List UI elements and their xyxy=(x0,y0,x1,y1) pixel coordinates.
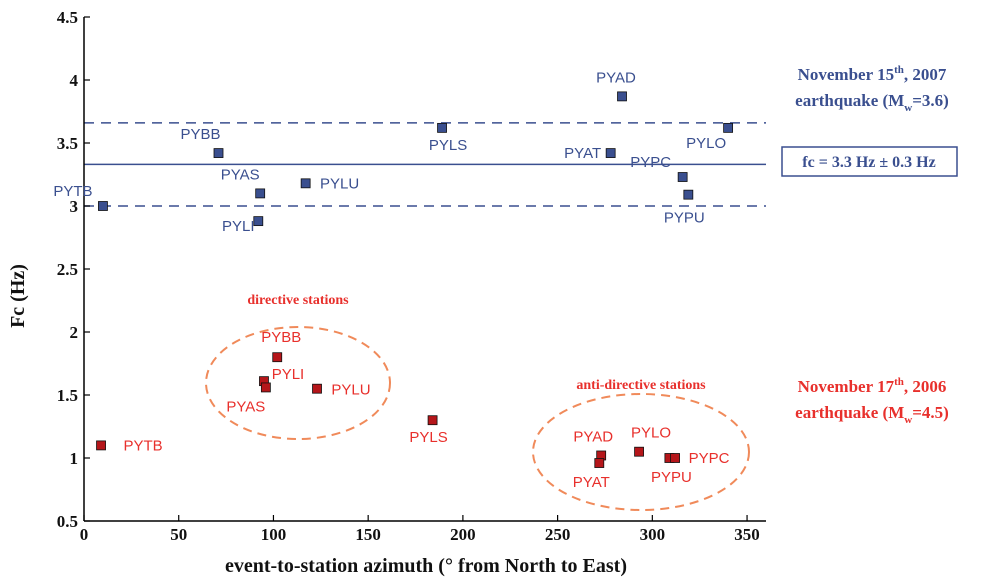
data-point-pyls-2007 xyxy=(437,122,447,133)
y-tick-label: 1 xyxy=(70,449,79,468)
station-label-pylo: PYLO xyxy=(631,425,671,442)
station-label-pyls: PYLS xyxy=(409,429,447,446)
y-tick-label: 2 xyxy=(70,323,79,342)
data-point-pypc-2007 xyxy=(677,172,688,182)
station-label-pybb: PYBB xyxy=(261,329,301,346)
y-tick-label: 4.5 xyxy=(57,8,78,27)
antidirective-ellipse xyxy=(532,393,750,511)
station-label-pyas: PYAS xyxy=(221,166,260,183)
data-points: PYTB PYBB PYAS PYLI PYLU PYLS PYAD PYAT PYPC PYPU… xyxy=(53,69,734,491)
legend-2006-line2: earthquake (Mw=4.5) xyxy=(795,403,949,426)
station-label-pylu: PYLU xyxy=(331,382,370,399)
station-label-pytb: PYTB xyxy=(53,183,92,200)
data-point-pyat-2006 xyxy=(594,458,605,468)
data-point-pyli-2007 xyxy=(253,216,264,227)
x-tick-label: 50 xyxy=(170,525,187,544)
legend-2007-line1: November 15th, 2007 xyxy=(798,64,947,84)
x-tick-label: 300 xyxy=(640,525,666,544)
data-point-pytb-2007 xyxy=(98,201,108,211)
x-tick-label: 350 xyxy=(734,525,760,544)
axes: 0 50 100 150 200 250 300 350 0.5 1 1.5 2 2.5 3 3.5 4 4.5 xyxy=(57,8,766,544)
station-label-pyat: PYAT xyxy=(573,474,610,491)
y-tick-label: 2.5 xyxy=(57,260,78,279)
station-label-pylo: PYLO xyxy=(686,135,726,152)
y-tick-label: 3.5 xyxy=(57,134,78,153)
x-tick-label: 150 xyxy=(355,525,381,544)
legend-2007-line2: earthquake (Mw=3.6) xyxy=(795,91,949,114)
data-point-pylo-2007 xyxy=(723,122,734,133)
directive-ellipse xyxy=(205,326,391,440)
station-label-pypu: PYPU xyxy=(664,210,705,227)
data-point-pyad-2007 xyxy=(617,91,627,102)
x-tick-label: 0 xyxy=(80,525,89,544)
data-point-pylo-2006 xyxy=(634,446,644,457)
y-tick-label: 1.5 xyxy=(57,386,78,405)
legend-2007: November 15th, 2007 earthquake (Mw=3.6) xyxy=(795,64,949,114)
station-label-pypc: PYPC xyxy=(630,154,671,171)
y-tick-label: 3 xyxy=(70,197,79,216)
y-tick-label: 4 xyxy=(70,71,79,90)
data-point-pyls-2006 xyxy=(427,415,438,426)
data-point-pypu-2007 xyxy=(683,189,694,200)
data-point-pylu-2006 xyxy=(312,383,322,394)
station-label-pyad: PYAD xyxy=(596,69,636,86)
station-label-pypc: PYPC xyxy=(689,450,730,467)
data-point-pytb-2006 xyxy=(96,440,106,451)
data-point-pypc-2006 xyxy=(670,453,680,463)
y-tick-label: 0.5 xyxy=(57,512,78,531)
legend-2006-line1: November 17th, 2006 xyxy=(798,376,947,396)
station-label-pytb: PYTB xyxy=(123,437,162,454)
legend-2006: November 17th, 2006 earthquake (Mw=4.5) xyxy=(795,376,949,426)
station-label-pyad: PYAD xyxy=(573,428,613,445)
fc-box: fc = 3.3 Hz ± 0.3 Hz xyxy=(781,146,958,177)
x-axis-label: event-to-station azimuth (° from North t… xyxy=(225,555,627,577)
x-tick-label: 200 xyxy=(450,525,476,544)
fc-box-text: fc = 3.3 Hz ± 0.3 Hz xyxy=(802,154,935,171)
data-point-pyas-2006 xyxy=(260,382,271,393)
data-point-pyas-2007 xyxy=(255,188,266,199)
station-label-pylu: PYLU xyxy=(320,175,359,192)
x-tick-label: 100 xyxy=(261,525,287,544)
group-ellipses xyxy=(205,326,750,511)
y-axis-label: Fc (Hz) xyxy=(7,264,29,328)
antidirective-stations-label: anti-directive stations xyxy=(576,378,706,393)
directive-stations-label: directive stations xyxy=(247,293,349,308)
station-label-pyli: PYLI xyxy=(222,218,255,235)
x-tick-label: 250 xyxy=(545,525,571,544)
data-point-pyat-2007 xyxy=(605,148,616,158)
station-label-pybb: PYBB xyxy=(180,126,220,143)
station-label-pypu: PYPU xyxy=(651,469,692,486)
station-label-pyas: PYAS xyxy=(226,398,265,415)
data-point-pylu-2007 xyxy=(300,178,311,189)
data-point-pybb-2007 xyxy=(213,148,224,158)
data-point-pybb-2006 xyxy=(272,352,283,363)
station-label-pyat: PYAT xyxy=(564,145,601,162)
station-label-pyli: PYLI xyxy=(272,366,305,383)
reference-lines xyxy=(84,122,766,207)
station-label-pyls: PYLS xyxy=(429,137,467,154)
fc-box-frame xyxy=(781,146,958,177)
